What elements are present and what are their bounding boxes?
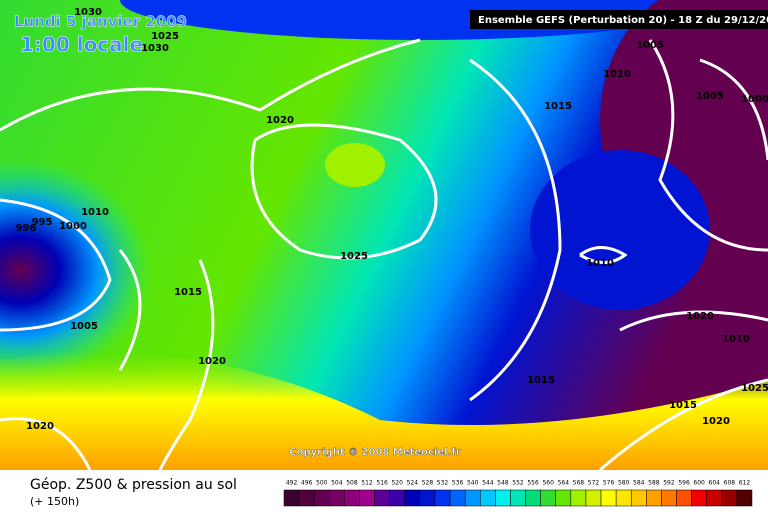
colorbar-label: 544 [482,480,494,487]
run: Ensemble GEFS (Perturbation 20) - 18 Z d… [478,15,768,26]
isobar-label: 1020 [26,421,54,432]
isobar-label: 1015 [527,375,555,386]
colorbar-label: 568 [573,480,585,487]
time: 1:00 locale [20,33,143,57]
map: 1030 1025 1030 1005 1010 1005 1000 1015 … [0,0,768,472]
colorbar-swatch [676,489,692,507]
isobar-label: 1020 [198,356,226,367]
colorbar-label: 504 [331,480,343,487]
colorbar-label: 608 [724,480,736,487]
colorbar-label: 496 [301,480,313,487]
colorbar-swatch [630,489,647,507]
colorbar-label: 500 [316,480,328,487]
colorbar-swatch [389,489,406,507]
colorbar-label: 556 [527,480,539,487]
isobar-label: 1010 [722,334,750,345]
colorbar-swatch [434,489,451,507]
isobar-label: 1010 [603,69,631,80]
colorbar-label: 604 [709,480,721,487]
date: Lundi 5 janvier 2009 [14,13,187,31]
isobar-label: 1000 [59,221,87,232]
colorbar-swatch [298,489,315,507]
copyright: Copyright © 2008 Meteociel.fr [289,447,460,458]
colorbar-swatch [495,489,511,507]
colorbar-label: 492 [286,480,298,487]
colorbar-swatch [525,489,541,507]
colorbar-label: 520 [391,480,403,487]
colorbar-swatch [661,489,677,507]
colorbar-label: 552 [512,480,524,487]
colorbar-label: 540 [467,480,479,487]
isobar-label: 1010 [81,207,109,218]
colorbar-swatch [404,489,421,507]
isobar-label: 1020 [702,416,730,427]
colorbar-swatch [510,489,526,507]
legend-subtitle: (+ 150h) [30,495,79,508]
isobar-label: 995 [32,217,53,228]
colorbar-label: 508 [346,480,358,487]
isobar-label: 1000 [741,94,768,105]
colorbar-swatch [706,489,723,507]
colorbar-swatch [736,489,753,507]
run-box [470,10,768,29]
colorbar-label: 524 [407,480,419,487]
colorbar-label: 564 [558,480,570,487]
colorbar-swatch [313,489,330,507]
colorbar-label: 560 [542,480,554,487]
colorbar-label: 572 [588,480,600,487]
colorbar-swatch [555,489,572,507]
colorbar-label: 548 [497,480,509,487]
isobar-label: 1005 [696,91,724,102]
colorbar-swatch [540,489,556,507]
colorbar-swatch [329,489,345,507]
isobar-label: 1025 [741,383,768,394]
colorbar-swatch [419,489,436,507]
colorbar-swatch [344,489,360,507]
colorbar-swatch [570,489,587,507]
isobar-label: 1030 [141,43,169,54]
colorbar-swatch [721,489,738,507]
colorbar-swatch [480,489,496,507]
isobar-label: 1020 [266,115,294,126]
colorbar-label: 600 [693,480,705,487]
colorbar-label: 596 [678,480,690,487]
colorbar-label: 532 [437,480,449,487]
colorbar-swatch [585,489,602,507]
colorbar-label: 592 [663,480,675,487]
isobar-label: 1005 [70,321,98,332]
colorbar-label: 536 [452,480,464,487]
colorbar-swatch [691,489,707,507]
isobar-label: 1025 [340,251,368,262]
colorbar-label: 580 [618,480,630,487]
isobar-label: 1010 [586,258,614,269]
colorbar-label: 512 [361,480,373,487]
isobar-label: 996 [16,223,37,234]
colorbar-swatch [374,489,390,507]
colorbar-swatch [359,489,375,507]
colorbar-swatch [615,489,632,507]
colorbar-label: 516 [376,480,388,487]
isobar-label: 1025 [151,31,179,42]
colorbar-label: 528 [422,480,434,487]
colorbar-label: 612 [739,480,751,487]
isobar-label: 1005 [636,40,664,51]
isobar-label: 1015 [544,101,572,112]
colorbar-swatch [283,489,300,507]
colorbar: 492 496 500 504 508 512 516 520 524 528 532 536 540 5… [283,480,753,507]
colorbar-label: 576 [603,480,615,487]
colorbar-label: 584 [633,480,645,487]
legend-title: Géop. Z500 & pression au sol [30,477,237,493]
colorbar-swatch [646,489,662,507]
colorbar-swatch [449,489,466,507]
isobar-label: 1030 [74,7,102,18]
colorbar-swatch [464,489,481,507]
colorbar-label: 588 [648,480,660,487]
colorbar-swatch [600,489,617,507]
isobar-label: 1015 [669,400,697,411]
isobar-label: 1015 [174,287,202,298]
isobar-label: 1020 [686,311,714,322]
